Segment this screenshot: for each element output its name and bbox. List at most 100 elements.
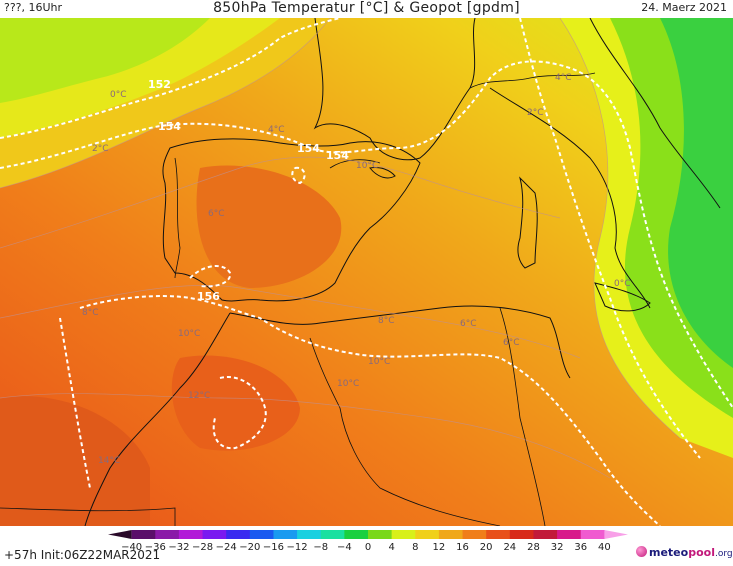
temperature-map: 152 154 154 154 156 0°C 2°C 4°C 6°C 8°C … — [0, 18, 733, 526]
geopot-label: 154 — [158, 120, 181, 133]
scale-swatch — [415, 530, 440, 539]
scale-tick-label: −40 — [121, 542, 143, 553]
geopot-label: 152 — [148, 78, 171, 91]
scale-tick-label: −12 — [286, 542, 308, 553]
scale-swatch — [226, 530, 251, 539]
isotherm-label: 0°C — [614, 279, 631, 289]
geopot-label: 154 — [297, 142, 320, 155]
isotherm-label: 10°C — [356, 161, 378, 171]
logo-dot-icon — [636, 546, 647, 557]
scale-swatch — [438, 530, 464, 539]
algeria-morocco-border — [309, 337, 501, 526]
geopot-156 — [79, 295, 661, 526]
scale-swatch — [202, 530, 227, 539]
scale-tick-label: −28 — [191, 542, 214, 553]
morocco-atlantic-coast — [84, 312, 231, 526]
france-coast — [313, 18, 476, 161]
scale-swatch — [509, 530, 534, 539]
coastlines — [84, 18, 721, 526]
sahara-border — [0, 507, 176, 526]
scale-tick-label: −20 — [239, 542, 261, 553]
alps-border — [469, 72, 596, 89]
geopot-closed-small — [291, 166, 306, 185]
geopot-152 — [0, 18, 341, 139]
isotherm-label: 2°C — [92, 144, 109, 154]
scale-swatch — [249, 530, 274, 539]
warm-core-atlantic-south — [0, 396, 150, 526]
geopot-closed-iberia — [189, 265, 232, 288]
isotherm-label: 12°C — [188, 391, 210, 401]
scale-swatch — [297, 530, 322, 539]
geopot-label: 156 — [197, 290, 220, 303]
scale-swatch — [368, 530, 393, 539]
isotherm-label: 0°C — [110, 90, 127, 100]
warm-core-morocco — [171, 355, 300, 451]
scale-tick-label: −16 — [262, 542, 285, 553]
scale-tick-label: 32 — [550, 542, 564, 553]
scale-swatch — [178, 530, 204, 539]
scale-tick-label: 28 — [527, 542, 540, 553]
scale-tick-label: 16 — [456, 542, 469, 553]
isotherm-label: 4°C — [268, 125, 285, 135]
map-date: 24. Maerz 2021 — [641, 1, 727, 14]
scale-tick-label: 0 — [364, 542, 372, 553]
geopot-154 — [0, 60, 733, 409]
isotherm-label: 14°C — [98, 456, 120, 466]
scale-swatch — [604, 530, 628, 539]
balearic-islands — [369, 167, 396, 179]
meteopool-logo[interactable]: meteopool.org — [636, 546, 733, 559]
valid-time: ???, 16Uhr — [4, 1, 63, 14]
scale-swatch — [320, 530, 345, 539]
scale-tick-label: 12 — [432, 542, 446, 553]
isotherm-label: 6°C — [208, 209, 225, 219]
isotherm-label: 6°C — [503, 338, 520, 348]
isotherm-label: 10°C — [368, 357, 390, 367]
scale-swatch — [557, 530, 582, 539]
scale-tick-label: −4 — [336, 542, 352, 553]
geopotential-contours — [0, 18, 733, 526]
spain-portugal-border — [174, 157, 181, 279]
scale-tick-label: −36 — [144, 542, 166, 553]
geopot-158-morocco — [212, 376, 267, 450]
scale-swatch — [131, 530, 156, 539]
scale-tick-label: 36 — [574, 542, 588, 553]
cold-region-atlantic — [0, 18, 210, 103]
run-info: +57h Init:06Z22MAR2021 — [4, 548, 161, 562]
warm-core-iberia — [196, 165, 342, 288]
scale-tick-label: −24 — [215, 542, 237, 553]
algeria-tunisia-border — [499, 307, 546, 526]
country-borders — [0, 72, 596, 526]
scale-swatch — [486, 530, 511, 539]
isotherm-contours — [0, 18, 681, 479]
scale-tick-label: 40 — [597, 542, 611, 553]
color-scale-ticks: −40 −36 −32 −28 −24 −20 −16 −12 −8 −4 0 4 8 12 16 20 24 2… — [108, 542, 648, 556]
map-header: ???, 16Uhr 850hPa Temperatur [°C] & Geop… — [0, 0, 733, 18]
map-title: 850hPa Temperatur [°C] & Geopot [gpdm] — [213, 0, 520, 16]
scale-swatch — [391, 530, 416, 539]
italy-west-coast — [489, 87, 651, 309]
scale-swatch — [533, 530, 558, 539]
isotherm-label: 10°C — [337, 379, 359, 389]
color-scale-bar — [108, 530, 628, 539]
sicily — [594, 282, 651, 312]
scale-tick-label: 8 — [412, 542, 419, 553]
isotherm-label: 10°C — [178, 329, 200, 339]
scale-tick-label: 20 — [479, 542, 493, 553]
scale-swatch — [273, 530, 298, 539]
adriatic-coast — [589, 18, 721, 209]
scale-swatch — [580, 530, 605, 539]
map-canvas: 152 154 154 154 156 0°C 2°C 4°C 6°C 8°C … — [0, 18, 733, 526]
isotherm-label: 2°C — [527, 108, 544, 118]
scale-tick-label: 4 — [388, 542, 395, 553]
isotherm-label: 4°C — [555, 73, 572, 83]
corsica-sardinia — [517, 176, 538, 269]
scale-tick-label: −8 — [313, 542, 329, 553]
isotherm-label: 8°C — [82, 308, 99, 318]
scale-tick-label: 24 — [503, 542, 517, 553]
scale-swatch — [155, 530, 180, 539]
color-scale: −40 −36 −32 −28 −24 −20 −16 −12 −8 −4 0 4 8 12 16 20 24 2… — [108, 530, 628, 566]
iberian-coast — [162, 138, 421, 302]
geopot-label: 154 — [326, 149, 349, 162]
scale-tick-label: −32 — [168, 542, 190, 553]
very-cold-region-east — [660, 18, 733, 368]
